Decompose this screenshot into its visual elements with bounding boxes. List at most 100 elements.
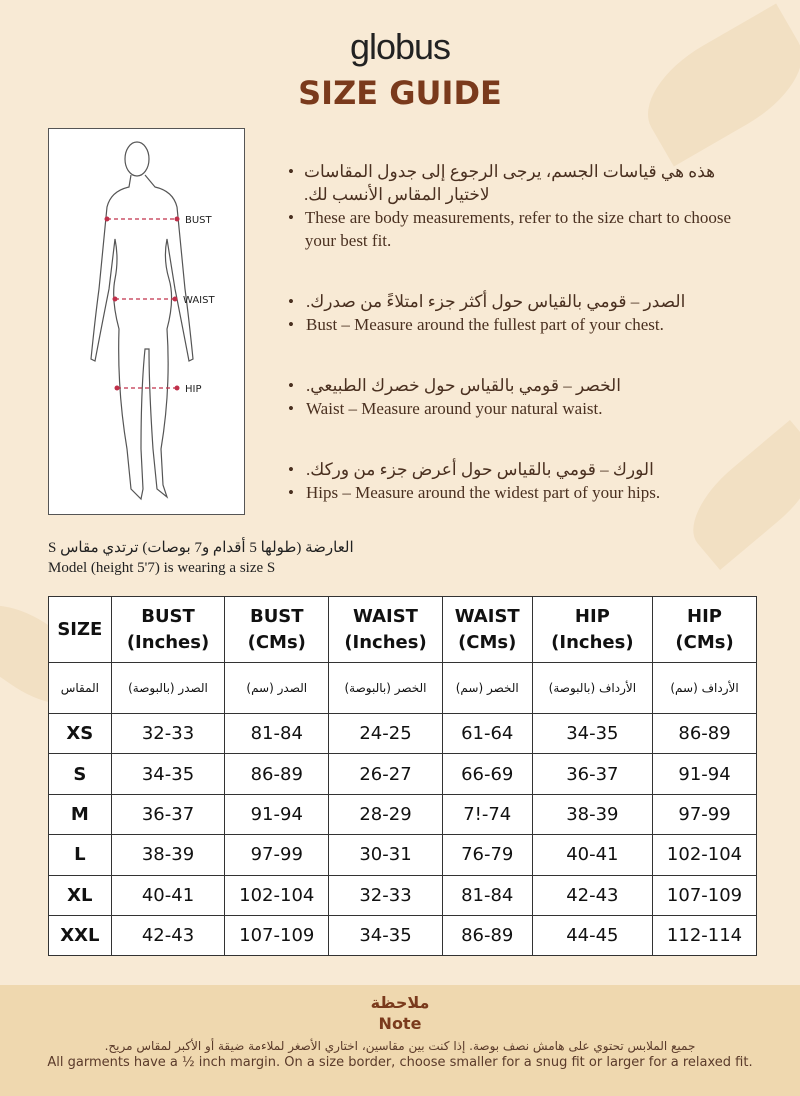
header-line: SIZE (57, 618, 103, 640)
table-cell: 36-37 (110, 793, 226, 836)
note-title-en: Note (378, 1014, 422, 1033)
table-cell: 34-35 (531, 712, 654, 755)
column-header: HIP (CMs) (652, 596, 757, 663)
column-header-ar: الأرداف (سم) (652, 662, 757, 714)
header-unit: (Inches) (126, 631, 210, 653)
bullet-text-en: These are body measurements, refer to th… (304, 208, 732, 250)
table-cell: 102-104 (224, 874, 330, 916)
bullet-text-ar: الورك – قومي بالقياس حول أعرض جزء من ورك… (306, 460, 654, 479)
bullet-text-en: Waist – Measure around your natural wais… (306, 399, 603, 418)
header-unit: (CMs) (458, 631, 517, 653)
model-info-en: Model (height 5'7) is wearing a size S (48, 560, 276, 576)
table-cell: 86-89 (441, 914, 533, 957)
header-line: BUST (249, 605, 304, 627)
note-section: ملاحظة Note جميع الملابس تحتوي على هامش … (0, 985, 800, 1096)
header-unit: (CMs) (675, 631, 734, 653)
table-cell: 24-25 (328, 712, 443, 755)
column-header: SIZE (48, 596, 112, 663)
table-cell: 38-39 (110, 834, 226, 876)
table-cell: 32-33 (110, 712, 226, 755)
column-header-ar: الأرداف (بالبوصة) (531, 662, 654, 714)
table-cell: XXL (48, 914, 112, 957)
table-cell: S (48, 753, 112, 795)
table-cell: L (48, 834, 112, 876)
header-unit: (CMs) (247, 631, 306, 653)
table-cell: XL (48, 874, 112, 916)
table-cell: 7!-74 (441, 793, 533, 836)
table-cell: 81-84 (441, 874, 533, 916)
note-title-ar: ملاحظة (370, 993, 430, 1012)
table-cell: 34-35 (328, 914, 443, 957)
table-header-row-ar: المقاس الصدر (بالبوصة) الصدر (سم) الخصر (با… (48, 662, 757, 714)
table-cell: 28-29 (328, 793, 443, 836)
header-line: BUST (141, 605, 195, 627)
table-cell: M (48, 793, 112, 836)
bullet-group: • الصدر – قومي بالقياس حول أكثر جزء امتلا… (288, 292, 686, 334)
column-header: WAIST (Inches) (328, 596, 443, 663)
table-cell: XS (48, 712, 112, 755)
model-info: العارضة (طولها 5 أقدام و7 بوصات) ترتدي م… (48, 538, 354, 578)
table-cell: 97-99 (224, 834, 330, 876)
table-cell: 26-27 (328, 753, 443, 795)
page-title: SIZE GUIDE (298, 74, 502, 112)
bullet-text-ar: هذه هي قياسات الجسم، يرجى الرجوع إلى جدو… (303, 162, 716, 204)
bullet-group: • الخصر – قومي بالقياس حول خصرك الطبيعي. … (288, 376, 621, 418)
column-header-ar: الصدر (بالبوصة) (110, 662, 226, 714)
table-cell: 112-114 (652, 914, 757, 957)
table-cell: 61-64 (441, 712, 533, 755)
table-cell: 81-84 (224, 712, 330, 755)
note-text-en: All garments have a ½ inch margin. On a … (47, 1055, 753, 1070)
bullet-text-en: Bust – Measure around the fullest part o… (306, 315, 664, 334)
bullet-text-en: Hips – Measure around the widest part of… (306, 483, 661, 502)
table-cell: 44-45 (531, 914, 654, 957)
table-cell: 107-109 (652, 874, 757, 916)
table-cell: 36-37 (531, 753, 654, 795)
note-text-ar: جميع الملابس تحتوي على هامش نصف بوصة. إذ… (104, 1039, 696, 1053)
column-header: BUST (Inches) (110, 596, 226, 663)
bullet-text-ar: الخصر – قومي بالقياس حول خصرك الطبيعي. (306, 376, 621, 395)
header-line: WAIST (353, 605, 418, 627)
table-row: S 34-35 86-89 26-27 66-69 36-37 91-94 (48, 753, 757, 795)
measurement-instructions: • هذه هي قياسات الجسم، يرجى الرجوع إلى جد… (288, 160, 748, 542)
header-line: HIP (687, 605, 723, 627)
table-cell: 86-89 (652, 712, 757, 755)
table-row: M 36-37 91-94 28-29 7!-74 38-39 97-99 (48, 793, 757, 836)
table-cell: 86-89 (224, 753, 330, 795)
column-header-ar: المقاس (48, 662, 112, 714)
body-measurement-figure: BUST WAIST HIP (48, 128, 245, 515)
table-cell: 42-43 (531, 874, 654, 916)
table-cell: 34-35 (110, 753, 226, 795)
header-unit: (Inches) (344, 631, 427, 653)
hip-label: HIP (185, 384, 202, 395)
brand-logo: globus (349, 26, 451, 67)
bullet-group: • هذه هي قياسات الجسم، يرجى الرجوع إلى جد… (288, 160, 748, 252)
column-header-ar: الخصر (بالبوصة) (328, 662, 443, 714)
table-header-row: SIZE BUST (Inches) BUST (CMs) WAIST (Inches) WA… (48, 596, 757, 663)
table-cell: 107-109 (224, 914, 330, 957)
waist-label: WAIST (183, 295, 215, 306)
table-row: XXL 42-43 107-109 34-35 86-89 44-45 112-114 (48, 914, 757, 957)
table-row: L 38-39 97-99 30-31 76-79 40-41 102-104 (48, 834, 757, 876)
table-row: XL 40-41 102-104 32-33 81-84 42-43 107-109 (48, 874, 757, 916)
table-cell: 40-41 (110, 874, 226, 916)
table-cell: 76-79 (441, 834, 533, 876)
table-cell: 91-94 (652, 753, 757, 795)
column-header-ar: الصدر (سم) (224, 662, 330, 714)
column-header-ar: الخصر (سم) (441, 662, 533, 714)
bullet-group: • الورك – قومي بالقياس حول أعرض جزء من ور… (288, 460, 661, 502)
model-info-ar: العارضة (طولها 5 أقدام و7 بوصات) ترتدي م… (48, 540, 354, 556)
table-row: XS 32-33 81-84 24-25 61-64 34-35 86-89 (48, 712, 757, 755)
table-cell: 97-99 (652, 793, 757, 836)
column-header: HIP (Inches) (531, 596, 654, 663)
table-cell: 30-31 (328, 834, 443, 876)
column-header: WAIST (CMs) (441, 596, 533, 663)
table-cell: 32-33 (328, 874, 443, 916)
table-cell: 42-43 (110, 914, 226, 957)
size-chart-table: SIZE BUST (Inches) BUST (CMs) WAIST (Inches) WA… (48, 596, 757, 957)
bust-label: BUST (185, 215, 213, 226)
table-cell: 102-104 (652, 834, 757, 876)
table-cell: 38-39 (531, 793, 654, 836)
table-cell: 91-94 (224, 793, 330, 836)
table-cell: 66-69 (441, 753, 533, 795)
bullet-text-ar: الصدر – قومي بالقياس حول أكثر جزء امتلاء… (306, 292, 686, 311)
